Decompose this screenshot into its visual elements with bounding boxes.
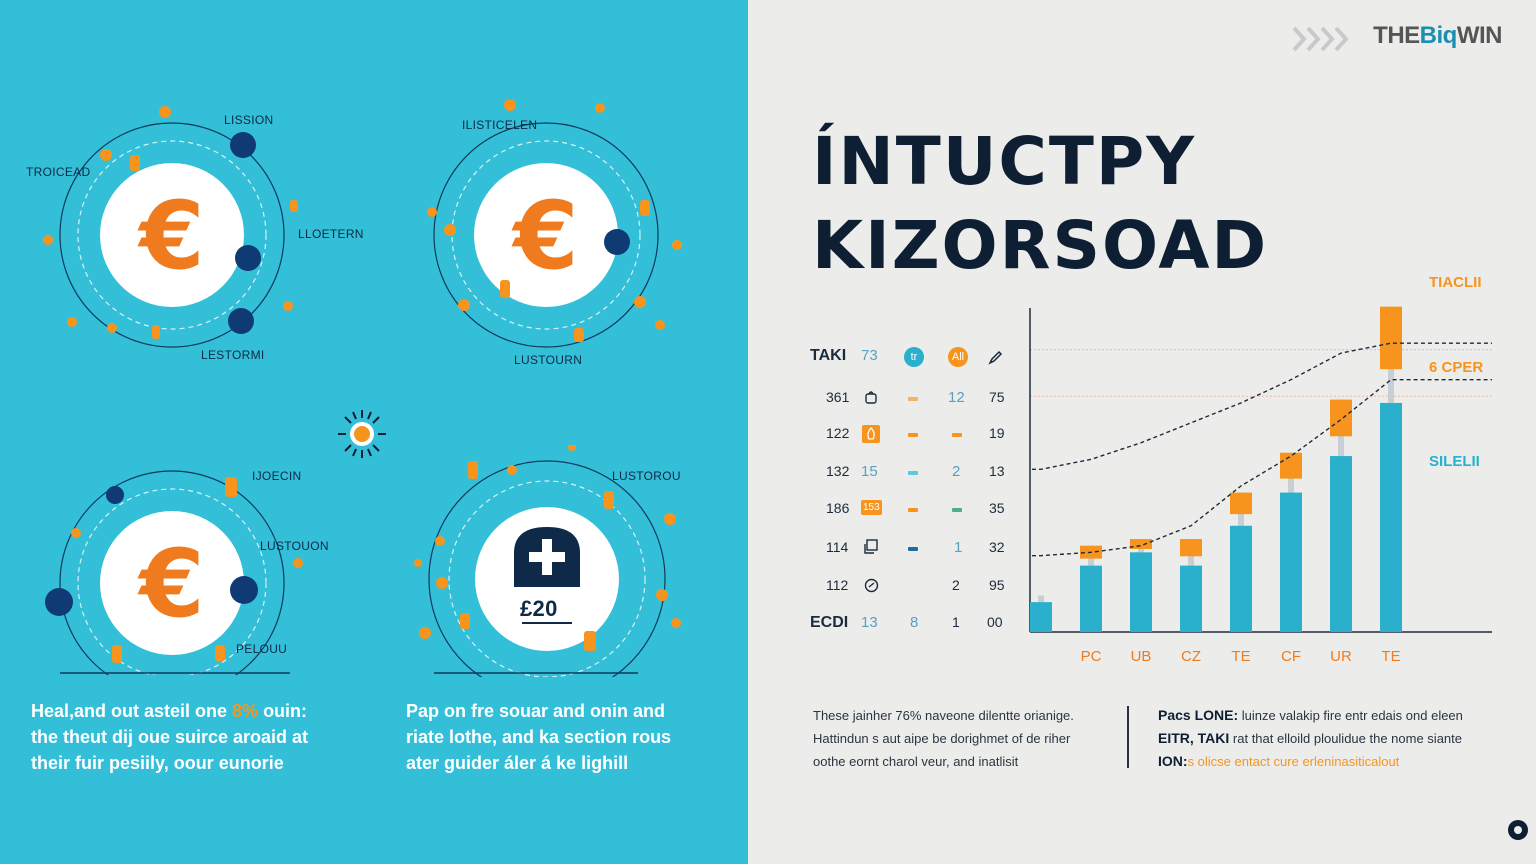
title-line: KIZORSOAD: [812, 207, 1269, 284]
number-badge: 153: [861, 500, 882, 515]
table-cell: 12: [948, 389, 965, 406]
table-cell: 361: [826, 389, 850, 405]
legend-dash: [908, 397, 918, 401]
illustration-label: ILISTICELEN: [462, 118, 538, 132]
illustration-label: LESTORMI: [201, 348, 265, 362]
legend-dash: [908, 471, 918, 475]
illustration-label: LISSION: [224, 113, 274, 127]
table-cell: 19: [989, 425, 1005, 441]
table-cell: 32: [989, 539, 1005, 555]
x-tick-label: CZ: [1181, 648, 1201, 665]
bar-segment-blue: [1280, 492, 1302, 632]
illustration-label: LUSTOURN: [514, 353, 583, 367]
table-cell: 112: [826, 577, 849, 593]
table-cell: 2: [952, 463, 961, 480]
table-cell: 73: [861, 347, 878, 364]
bar-segment-orange: [1280, 452, 1302, 479]
table-cell: 114: [826, 539, 849, 555]
bar-segment-orange: [1230, 492, 1252, 515]
left-panel: € LISSION TROICEAD LLOETERN LESTORMI € I…: [0, 0, 748, 864]
location-pin-icon[interactable]: [1508, 820, 1528, 840]
table-cell: 2: [952, 577, 960, 593]
caption-left: Heal,and out asteil one 8% ouin: the the…: [31, 701, 309, 773]
chart-annotation: 6 CPER: [1429, 359, 1484, 376]
chart-annotation: TIACLII: [1429, 274, 1482, 291]
clock-icon: [864, 578, 879, 593]
euro-orbit-illustration: €: [43, 106, 298, 348]
table-cell: 122: [826, 425, 850, 441]
euro-symbol: €: [137, 182, 204, 291]
table-cell: 95: [989, 577, 1005, 593]
table-cell: 132: [826, 463, 850, 479]
legend-dash: [908, 508, 918, 512]
x-tick-label: TE: [1231, 648, 1250, 665]
euro-orbit-illustration: €: [45, 470, 303, 675]
table-cell: ECDI: [810, 614, 849, 631]
bar-stem: [1038, 595, 1044, 603]
bar-segment-blue: [1030, 602, 1052, 632]
illustration-label: IJOECIN: [252, 469, 302, 483]
bar-segment-blue: [1330, 456, 1352, 632]
title-line: ÍNTUCTPY: [812, 123, 1197, 200]
bar-segment-blue: [1230, 525, 1252, 632]
table-cell: 13: [861, 614, 878, 631]
chevron-icon: [1292, 26, 1349, 52]
footer-notes: These jainher 76% naveone dilentte orian…: [813, 708, 1074, 769]
legend-dash: [908, 433, 918, 437]
x-tick-label: CF: [1281, 648, 1301, 665]
fire-icon: [862, 425, 880, 443]
bar-segment-blue: [1130, 552, 1152, 632]
table-cell: 1: [952, 614, 960, 630]
bar-segment-orange: [1330, 399, 1352, 437]
legend-dash: [908, 547, 918, 551]
bar-segment-orange: [1130, 539, 1152, 549]
medical-fund-illustration: [414, 445, 681, 677]
trend-line: [1032, 342, 1492, 471]
footer-legend: Pacs LONE: luinze valakip fire entr edai…: [1158, 707, 1463, 769]
euro-orbit-illustration: €: [427, 100, 682, 348]
table-cell: 35: [989, 500, 1005, 516]
illustration-label: LUSTOROU: [612, 469, 681, 483]
x-tick-label: UB: [1131, 648, 1152, 665]
brand-logo[interactable]: THEBiqWIN: [1373, 22, 1502, 49]
trend-line: [1032, 378, 1492, 557]
illustration-label: LLOETERN: [298, 227, 364, 241]
bar-segment-orange: [1380, 306, 1402, 370]
bag-icon: [865, 391, 877, 404]
table-cell: 1: [954, 539, 963, 556]
caption-right: Pap on fre souar and onin and riate loth…: [406, 701, 672, 773]
table-cell: 00: [987, 614, 1003, 630]
x-tick-label: TE: [1381, 648, 1400, 665]
bar-segment-blue: [1180, 565, 1202, 632]
table-cell: 75: [989, 389, 1005, 405]
euro-symbol: €: [511, 182, 578, 291]
table-cell: 186: [826, 500, 850, 516]
table-cell: 8: [910, 614, 919, 631]
bar-segment-orange: [1180, 539, 1202, 557]
euro-symbol: €: [137, 530, 204, 639]
table-cell: TAKI: [810, 347, 847, 364]
highlight-percent: 8%: [232, 701, 259, 721]
bar-segment-blue: [1080, 565, 1102, 632]
bar-chart: PC UB CZ TE CF UR TE: [1029, 306, 1492, 665]
illustration-label: PELOUU: [236, 642, 288, 656]
page-title: ÍNTUCTPY KIZORSOAD: [812, 120, 1268, 288]
table-cell: 13: [989, 463, 1005, 479]
amount-label: £20: [520, 596, 558, 621]
bar-segment-blue: [1380, 402, 1402, 632]
illustration-label: LUSTOUON: [260, 539, 329, 553]
chart-annotation: SILELII: [1429, 453, 1480, 470]
divider: [1127, 706, 1129, 768]
window-icon: [864, 539, 878, 554]
badge: All: [948, 347, 968, 367]
badge: tr: [904, 347, 924, 367]
pen-icon: [988, 350, 1003, 365]
x-tick-label: UR: [1330, 648, 1352, 665]
legend-dash: [952, 508, 962, 512]
illustration-label: TROICEAD: [26, 165, 91, 179]
table-cell: 15: [861, 463, 878, 480]
legend-dash: [952, 433, 962, 437]
x-tick-label: PC: [1081, 648, 1102, 665]
sun-icon: [338, 410, 386, 458]
